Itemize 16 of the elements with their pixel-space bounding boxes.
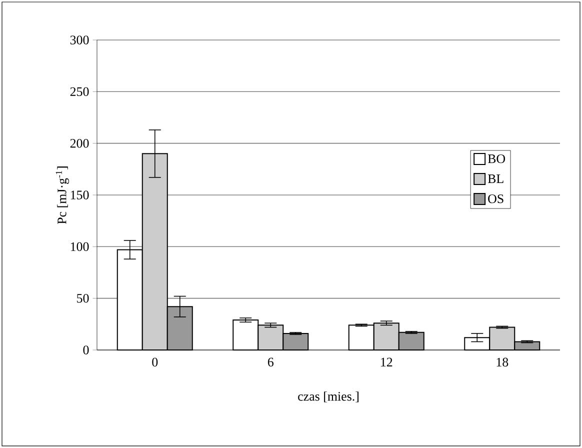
y-tick-label: 50: [77, 294, 89, 303]
x-tick-label: 6: [268, 358, 274, 366]
legend-label: BL: [488, 174, 504, 184]
y-tick-label: 200: [70, 138, 89, 148]
x-axis-title: czas [mies.]: [298, 392, 358, 402]
y-tick-label: 0: [83, 346, 89, 354]
x-tick-label: 0: [152, 358, 158, 366]
y-tick-label: 150: [70, 190, 89, 200]
y-axis-title: Pc [mJ·g$^{-1}$]: [56, 166, 69, 224]
legend-label: OS: [488, 194, 504, 204]
y-tick-label: 250: [70, 87, 89, 96]
x-tick-label: 18: [496, 358, 508, 366]
y-tick-label: 300: [70, 36, 89, 44]
x-tick-label: 12: [381, 358, 392, 366]
y-tick-label: 100: [70, 242, 89, 252]
legend-label: BO: [488, 154, 506, 164]
